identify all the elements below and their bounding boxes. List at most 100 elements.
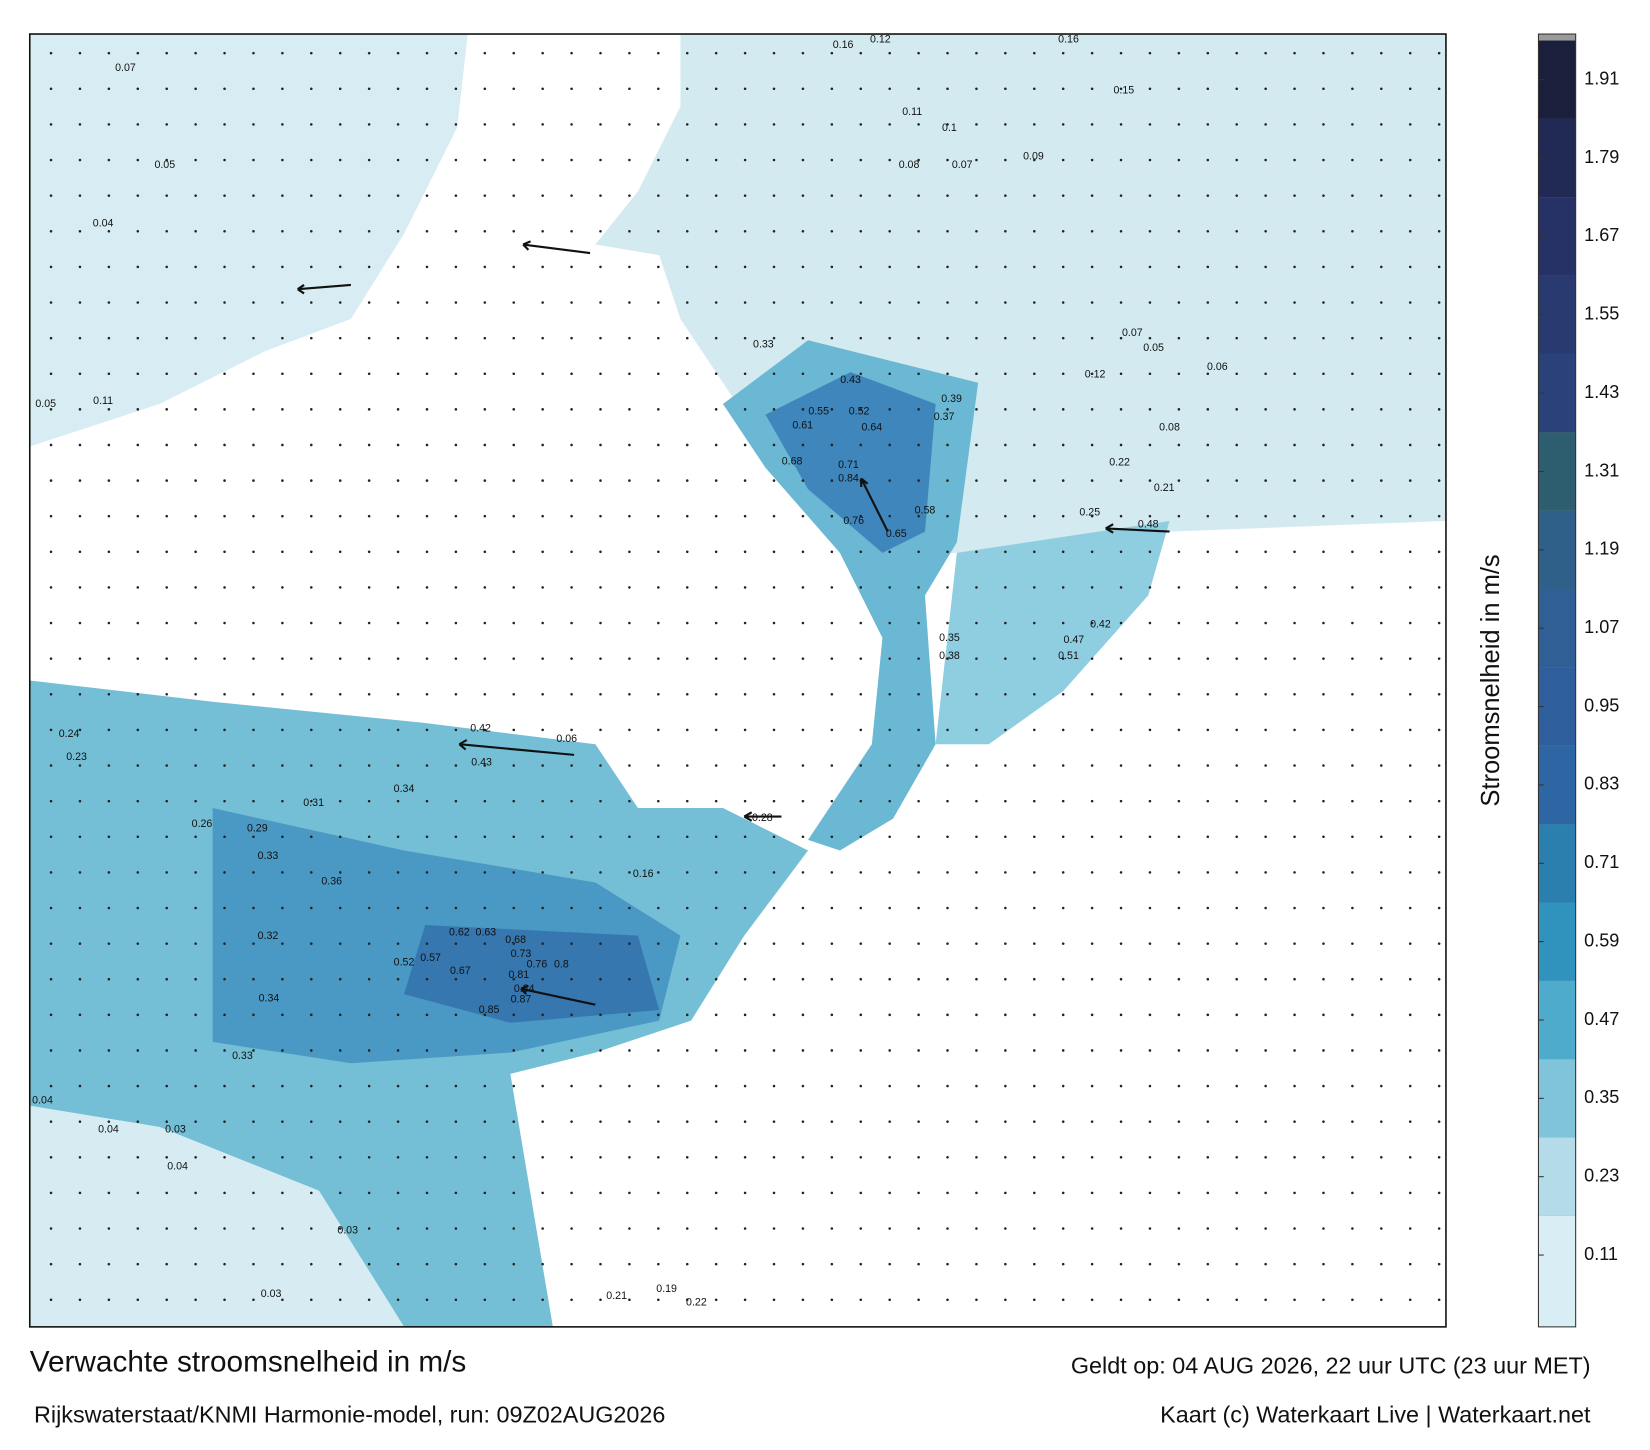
grid-dot <box>1090 728 1094 732</box>
grid-dot <box>801 1049 805 1052</box>
grid-dot <box>223 621 226 625</box>
grid-dot <box>483 1262 487 1266</box>
grid-dot <box>367 799 371 803</box>
grid-dot <box>1293 301 1296 304</box>
grid-dot <box>338 514 342 518</box>
grid-dot <box>425 942 429 945</box>
model-source: Rijkswaterstaat/KNMI Harmonie-model, run… <box>34 1402 665 1428</box>
grid-dot <box>570 479 573 482</box>
grid-dot <box>1061 443 1065 447</box>
grid-dot <box>714 1227 718 1230</box>
grid-dot <box>946 586 949 589</box>
grid-dot <box>975 906 978 910</box>
grid-dot <box>1437 586 1441 589</box>
grid-dot <box>78 1298 82 1302</box>
grid-dot <box>1177 336 1181 340</box>
speed-label: 0.63 <box>476 927 497 939</box>
grid-dot <box>1206 265 1210 269</box>
grid-dot <box>425 621 429 625</box>
grid-dot <box>1437 1191 1441 1195</box>
grid-dot <box>165 194 168 197</box>
grid-dot <box>628 1227 631 1230</box>
grid-dot <box>1148 1049 1152 1052</box>
grid-dot <box>859 514 863 518</box>
grid-dot <box>49 764 53 767</box>
speed-label: 0.26 <box>192 818 213 830</box>
grid-dot <box>1206 51 1210 55</box>
grid-dot <box>685 1049 689 1052</box>
grid-dot <box>1351 764 1354 767</box>
grid-dot <box>1119 479 1123 482</box>
grid-dot <box>338 550 342 554</box>
grid-dot <box>975 1227 978 1230</box>
grid-dot <box>1322 906 1325 910</box>
grid-dot <box>49 835 53 839</box>
grid-dot <box>1033 301 1036 304</box>
grid-dot <box>570 692 573 696</box>
grid-dot <box>1351 514 1354 518</box>
grid-dot <box>1119 799 1123 803</box>
grid-dot <box>1293 1298 1296 1302</box>
grid-dot <box>136 265 140 269</box>
grid-dot <box>281 408 284 411</box>
grid-dot <box>743 1013 747 1017</box>
grid-dot <box>714 479 718 482</box>
grid-dot <box>1206 942 1210 945</box>
grid-dot <box>107 372 111 375</box>
grid-dot <box>599 194 602 197</box>
grid-dot <box>310 1013 313 1017</box>
grid-dot <box>888 1298 891 1302</box>
grid-dot <box>1322 123 1325 126</box>
grid-dot <box>1380 1049 1383 1052</box>
grid-dot <box>136 586 140 589</box>
grid-dot <box>136 1227 140 1230</box>
grid-dot <box>830 621 834 625</box>
grid-dot <box>107 977 111 981</box>
grid-dot <box>743 1262 747 1266</box>
grid-dot <box>165 621 168 625</box>
grid-dot <box>570 1227 573 1230</box>
grid-dot <box>1437 692 1441 696</box>
grid-dot <box>136 977 140 981</box>
grid-dot <box>1061 692 1065 696</box>
grid-dot <box>859 906 863 910</box>
speed-label: 0.23 <box>66 751 87 763</box>
grid-dot <box>801 621 805 625</box>
grid-dot <box>1004 408 1007 411</box>
grid-dot <box>425 835 429 839</box>
grid-dot <box>657 265 660 269</box>
grid-dot <box>946 87 949 91</box>
grid-dot <box>917 1013 920 1017</box>
grid-dot <box>396 550 400 554</box>
grid-dot <box>743 1191 747 1195</box>
grid-dot <box>714 408 718 411</box>
grid-dot <box>599 1191 602 1195</box>
grid-dot <box>1119 51 1123 55</box>
grid-dot <box>685 906 689 910</box>
grid-dot <box>454 1262 458 1266</box>
grid-dot <box>830 657 834 660</box>
grid-dot <box>599 265 602 269</box>
grid-dot <box>396 1262 400 1266</box>
grid-dot <box>570 621 573 625</box>
grid-dot <box>367 443 371 447</box>
grid-dot <box>136 229 140 233</box>
grid-dot <box>252 1049 255 1052</box>
grid-dot <box>975 942 978 945</box>
grid-dot <box>425 1262 429 1266</box>
grid-dot <box>512 692 516 696</box>
colorbar-tick-label: 0.35 <box>1584 1087 1619 1107</box>
grid-dot <box>1293 1227 1296 1230</box>
grid-dot <box>1148 906 1152 910</box>
grid-dot <box>888 443 891 447</box>
grid-dot <box>107 1120 111 1123</box>
grid-dot <box>975 1013 978 1017</box>
grid-dot <box>1061 1191 1065 1195</box>
grid-dot <box>1235 123 1238 126</box>
grid-dot <box>772 336 776 340</box>
grid-dot <box>1408 336 1412 340</box>
grid-dot <box>1437 158 1441 162</box>
speed-labels: 0.840.710.680.610.55 0.520.640.430.390.37… <box>32 34 1228 1309</box>
colorbar-band <box>1538 432 1576 511</box>
grid-dot <box>1351 158 1354 162</box>
